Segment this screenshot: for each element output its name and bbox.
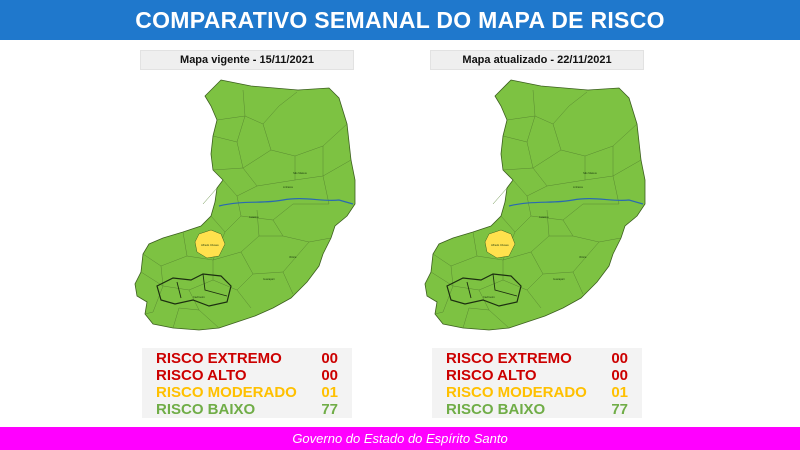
legend-label: RISCO BAIXO — [156, 401, 256, 418]
map-label-linhares: Linhares — [283, 185, 294, 189]
legend-row-alto: RISCO ALTO 00 — [432, 367, 642, 384]
map-label-sao-mateus: São Mateus — [293, 171, 308, 175]
state-outline — [134, 79, 356, 331]
moderate-risk-municipality — [194, 229, 226, 259]
legend-row-moderado: RISCO MODERADO 01 — [142, 384, 352, 401]
legend-value: 00 — [321, 367, 338, 384]
legend-label: RISCO MODERADO — [446, 384, 587, 401]
legend-value: 01 — [321, 384, 338, 401]
legend-value: 00 — [611, 350, 628, 367]
legend-label: RISCO EXTREMO — [156, 350, 282, 367]
map-label-linhares: Linhares — [573, 185, 584, 189]
legend-label: RISCO BAIXO — [446, 401, 546, 418]
panel-label-updated-text: Mapa atualizado - 22/11/2021 — [462, 54, 612, 66]
south-cluster-outline — [156, 273, 232, 307]
legend-row-extremo: RISCO EXTREMO 00 — [432, 350, 642, 367]
legend-row-moderado: RISCO MODERADO 01 — [432, 384, 642, 401]
panel-label-current: Mapa vigente - 15/11/2021 — [140, 50, 354, 70]
panel-label-current-text: Mapa vigente - 15/11/2021 — [180, 54, 314, 66]
legend-value: 77 — [611, 401, 628, 418]
legend-row-alto: RISCO ALTO 00 — [142, 367, 352, 384]
legend-row-extremo: RISCO EXTREMO 00 — [142, 350, 352, 367]
panel-label-updated: Mapa atualizado - 22/11/2021 — [430, 50, 644, 70]
page-title: COMPARATIVO SEMANAL DO MAPA DE RISCO — [135, 6, 665, 33]
map-label-guarapari: Guarapari — [553, 277, 565, 281]
title-bar: COMPARATIVO SEMANAL DO MAPA DE RISCO — [0, 0, 800, 40]
map-label-alfredo-chaves: Alfredo Chaves — [201, 243, 219, 247]
state-outline — [424, 79, 646, 331]
risk-map-current: São Mateus Linhares Colatina Alfredo Cha… — [134, 79, 356, 331]
map-label-sao-mateus: São Mateus — [583, 171, 598, 175]
river-doce — [508, 197, 644, 207]
map-label-colatina: Colatina — [539, 215, 549, 219]
map-label-cachoeiro: Cachoeiro — [193, 295, 205, 299]
risk-legend-current: RISCO EXTREMO 00 RISCO ALTO 00 RISCO MOD… — [142, 348, 352, 418]
map-label-vitoria: Vitória — [289, 255, 297, 259]
map-label-alfredo-chaves: Alfredo Chaves — [491, 243, 509, 247]
risk-map-updated: São Mateus Linhares Colatina Alfredo Cha… — [424, 79, 646, 331]
map-label-colatina: Colatina — [249, 215, 259, 219]
river-doce — [218, 197, 354, 207]
legend-row-baixo: RISCO BAIXO 77 — [432, 401, 642, 418]
footer-text: Governo do Estado do Espírito Santo — [292, 431, 508, 446]
municipality-borders — [430, 89, 642, 329]
legend-value: 77 — [321, 401, 338, 418]
south-cluster-outline — [446, 273, 522, 307]
map-label-guarapari: Guarapari — [263, 277, 275, 281]
moderate-risk-municipality — [484, 229, 516, 259]
legend-row-baixo: RISCO BAIXO 77 — [142, 401, 352, 418]
legend-value: 00 — [321, 350, 338, 367]
map-label-vitoria: Vitória — [579, 255, 587, 259]
legend-label: RISCO ALTO — [156, 367, 247, 384]
footer-bar: Governo do Estado do Espírito Santo — [0, 427, 800, 450]
map-label-cachoeiro: Cachoeiro — [483, 295, 495, 299]
legend-label: RISCO ALTO — [446, 367, 537, 384]
legend-label: RISCO EXTREMO — [446, 350, 572, 367]
risk-legend-updated: RISCO EXTREMO 00 RISCO ALTO 00 RISCO MOD… — [432, 348, 642, 418]
legend-label: RISCO MODERADO — [156, 384, 297, 401]
legend-value: 00 — [611, 367, 628, 384]
legend-value: 01 — [611, 384, 628, 401]
